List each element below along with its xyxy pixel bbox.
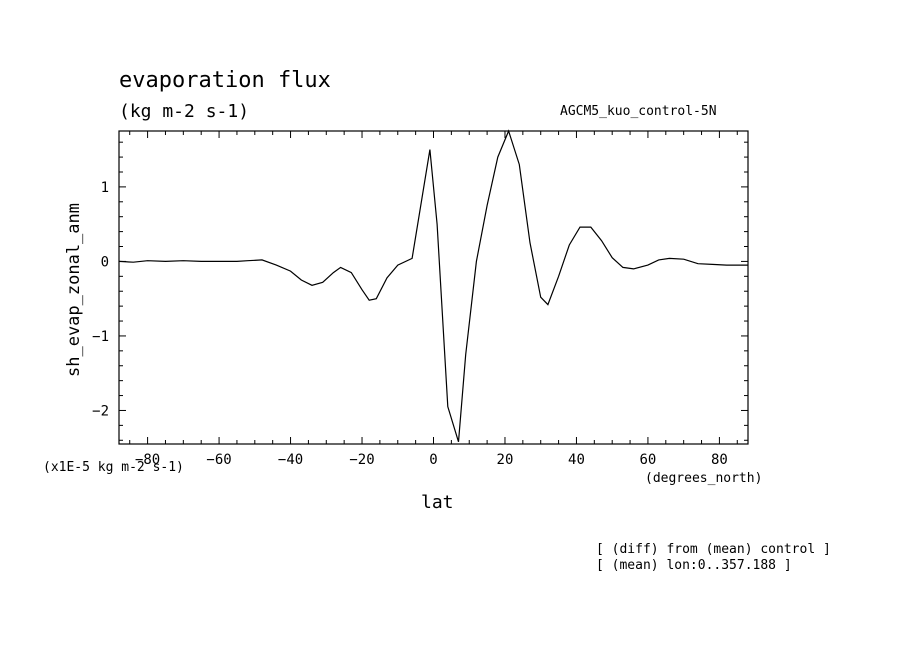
note-mean: [ (mean) lon:0..357.188 ]	[596, 558, 792, 573]
scale-note: (x1E-5 kg m-2 s-1)	[43, 460, 184, 475]
x-tick-label: 0	[429, 452, 437, 468]
x-tick-label: −20	[349, 452, 374, 468]
x-tick-label: 80	[711, 452, 728, 468]
x-tick-label: 60	[640, 452, 657, 468]
x-tick-label: −40	[278, 452, 303, 468]
y-tick-label: −2	[92, 403, 109, 419]
y-tick-label: 0	[101, 254, 109, 270]
x-tick-label: −60	[206, 452, 231, 468]
chart-units: (kg m-2 s-1)	[119, 101, 250, 122]
axis-ticks	[119, 131, 748, 444]
chart-title: evaporation flux	[119, 68, 331, 93]
x-tick-label: 40	[568, 452, 585, 468]
y-tick-label: −1	[92, 329, 109, 345]
y-tick-label: 1	[101, 180, 109, 196]
plot-frame	[118, 130, 749, 445]
x-tick-label: −80	[135, 452, 160, 468]
x-tick-label: 20	[497, 452, 514, 468]
note-diff: [ (diff) from (mean) control ]	[596, 542, 831, 557]
series-line	[118, 129, 748, 442]
x-axis-units: (degrees_north)	[645, 471, 763, 486]
axis-tick-labels: −80 −60 −40 −20 0 20 40 60 80 1 0 −1 −2	[92, 180, 728, 468]
run-label: AGCM5_kuo_control-5N	[560, 104, 717, 119]
x-axis-label: lat	[421, 492, 454, 513]
y-axis-label: sh_evap_zonal_anm	[64, 203, 84, 377]
